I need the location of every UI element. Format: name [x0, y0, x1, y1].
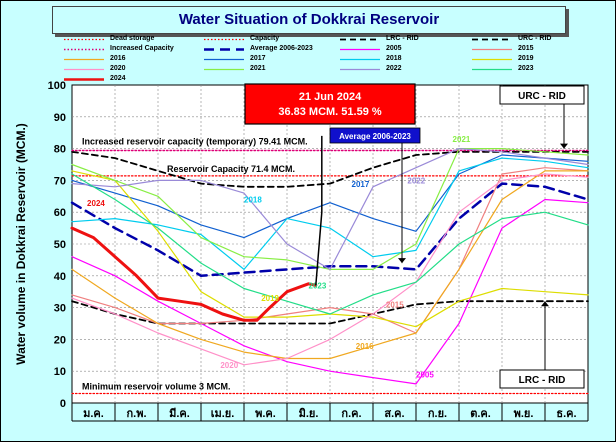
x-tick-label: มิ.ย.: [299, 407, 319, 420]
legend-label: 2019: [518, 55, 534, 62]
y-tick-label: 100: [48, 80, 66, 92]
y-tick-label: 30: [54, 303, 66, 315]
x-tick-label: ก.ค.: [341, 408, 361, 420]
legend-swatch: [64, 68, 104, 71]
year-label-2020: 2020: [220, 361, 238, 370]
legend-label: URC - RID: [518, 35, 552, 42]
legend-label: 2024: [110, 75, 126, 82]
legend-swatch: [472, 58, 512, 61]
y-tick-label: 0: [60, 398, 66, 410]
legend-label: 2015: [518, 45, 534, 52]
x-tick-label: ม.ค.: [83, 408, 104, 420]
capacity-label: Reservoir Capacity 71.4 MCM.: [167, 164, 295, 174]
series-line-2016: [71, 170, 589, 360]
year-label-2016: 2016: [356, 342, 374, 351]
average-label-text: Average 2006-2023: [339, 132, 411, 141]
x-tick-label: ก.พ.: [126, 408, 146, 420]
year-label-2005: 2005: [416, 371, 434, 380]
legend-swatch: [472, 38, 512, 41]
y-tick-label: 50: [54, 239, 66, 251]
legend-swatch: [64, 58, 104, 61]
y-tick-label: 60: [54, 207, 66, 219]
urc-label-text: URC - RID: [518, 91, 566, 102]
series-line-2005: [71, 198, 589, 385]
series-line-2022: [71, 148, 589, 270]
legend-label: Average 2006-2023: [250, 45, 313, 52]
average-arrowhead: [398, 258, 406, 264]
urc-arrowhead: [560, 143, 568, 149]
chart-title: Water Situation of Dokkrai Reservoir: [52, 6, 566, 34]
current-value-box: [244, 83, 416, 125]
x-tick-label: พ.ย.: [514, 408, 534, 420]
legend-swatch: [340, 48, 380, 51]
legend-label: 2021: [250, 65, 266, 72]
urc-label-box: [499, 85, 585, 105]
legend-label: 2020: [110, 65, 126, 72]
current-value-text: 36.83 MCM. 51.59 %: [278, 106, 382, 118]
legend-label: 2022: [386, 65, 402, 72]
legend-swatch: [340, 58, 380, 61]
legend-swatch: [64, 78, 104, 81]
y-tick-label: 90: [54, 112, 66, 124]
legend-label: Capacity: [250, 35, 280, 42]
x-tick-label: ก.ย.: [428, 408, 447, 420]
year-label-2019: 2019: [261, 294, 279, 303]
average-label-box: [329, 127, 421, 144]
y-tick-label: 20: [54, 334, 66, 346]
year-label-2022: 2022: [407, 177, 425, 186]
legend-label: 2005: [386, 45, 402, 52]
series-line-average-2006-2023: [70, 182, 590, 278]
year-label-2024: 2024: [87, 199, 105, 208]
y-tick-label: 10: [54, 366, 66, 378]
current-date-text: 21 Jun 2024: [299, 91, 362, 103]
series-line-2023: [71, 173, 589, 315]
legend-label: Increased Capacity: [110, 45, 174, 52]
lrc-label-box: [499, 369, 585, 389]
legend-label: 2023: [518, 65, 534, 72]
legend-swatch: [204, 58, 244, 61]
x-tick-label: ธ.ค.: [556, 408, 576, 420]
series-line-2020: [71, 173, 589, 366]
year-label-2021: 2021: [453, 135, 471, 144]
year-label-2018: 2018: [244, 196, 262, 205]
year-label-2015: 2015: [386, 301, 404, 310]
legend-swatch: [340, 38, 380, 41]
legend-swatch: [340, 68, 380, 71]
legend-label: Dead storage: [110, 35, 155, 42]
year-label-2017: 2017: [352, 180, 370, 189]
y-tick-label: 80: [54, 144, 66, 156]
y-tick-label: 70: [54, 175, 66, 187]
lrc-arrowhead: [541, 301, 549, 307]
x-tick-label: มี.ค.: [169, 407, 190, 420]
y-axis-label: Water volume in Dokkrai Reservoir (MCM.): [14, 123, 28, 365]
legend-label: 2016: [110, 55, 126, 62]
x-tick-label: เม.ย.: [211, 408, 235, 420]
current-date-marker: [315, 135, 323, 286]
lrc-label-text: LRC - RID: [519, 375, 566, 386]
legend-swatch: [472, 68, 512, 71]
legend-label: 2017: [250, 55, 266, 62]
series-line-lrc-rid: [71, 300, 589, 325]
series-line-2017: [71, 154, 589, 239]
legend: Dead storage Increased Capacity 2016 2020 20…: [64, 34, 604, 86]
minimum-volume-label: Minimum reservoir volume 3 MCM.: [82, 381, 231, 391]
legend-label: LRC - RID: [386, 35, 419, 42]
series-line-2018: [71, 157, 589, 270]
y-tick-label: 40: [54, 271, 66, 283]
x-tick-label: ต.ค.: [470, 408, 491, 420]
increased-capacity-label: Increased reservoir capacity (temporary)…: [82, 136, 308, 146]
x-tick-label: พ.ค.: [255, 408, 276, 420]
legend-swatch: [204, 48, 244, 51]
series-line-2024: [70, 226, 318, 322]
x-tick-label: ส.ค.: [384, 408, 404, 420]
legend-swatch: [204, 68, 244, 71]
legend-label: 2018: [386, 55, 402, 62]
legend-swatch: [472, 48, 512, 51]
year-label-2023: 2023: [309, 282, 327, 291]
